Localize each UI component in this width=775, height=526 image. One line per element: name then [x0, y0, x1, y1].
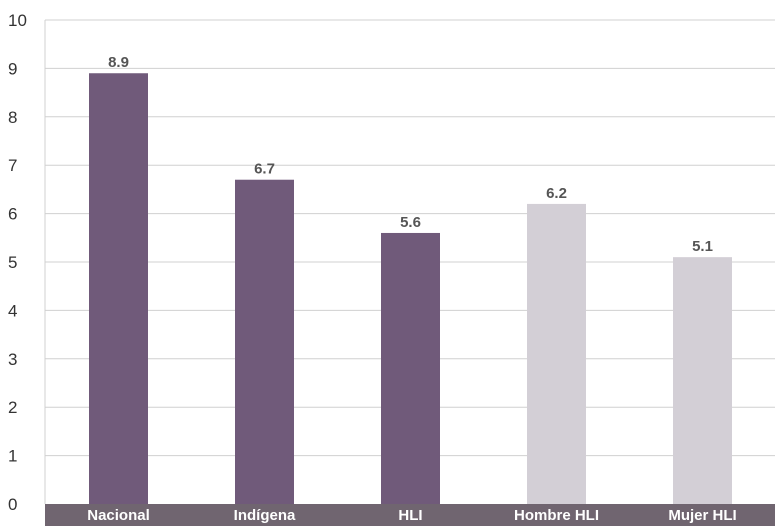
y-tick-label: 9	[8, 59, 17, 78]
y-tick-label: 2	[8, 398, 17, 417]
bars	[89, 73, 732, 505]
data-labels: 8.9 6.7 5.6 6.2 5.1	[108, 54, 713, 255]
y-tick-label: 1	[8, 447, 17, 466]
data-label: 8.9	[108, 54, 129, 71]
y-tick-label: 3	[8, 350, 17, 369]
x-axis-band-rect	[45, 504, 775, 526]
x-category-label: Indígena	[234, 507, 296, 524]
x-axis-band	[45, 504, 775, 526]
y-tick-label: 7	[8, 156, 17, 175]
bar-2	[381, 232, 440, 504]
bar-4	[673, 257, 732, 504]
data-label: 6.7	[254, 161, 275, 178]
data-label: 5.6	[400, 214, 421, 231]
y-axis-ticks: 0 1 2 3 4 5 6 7 8 9 10	[8, 11, 27, 514]
bar-1	[235, 179, 294, 504]
y-tick-label: 0	[8, 495, 17, 514]
bar-0	[89, 73, 148, 505]
data-label: 6.2	[546, 185, 567, 202]
y-tick-label: 6	[8, 205, 17, 224]
bar-3	[527, 203, 586, 505]
y-tick-label: 4	[8, 301, 17, 320]
x-category-label: Nacional	[87, 507, 150, 524]
x-category-label: Mujer HLI	[668, 507, 736, 524]
x-axis-labels: Nacional Indígena HLI Hombre HLI Mujer HLI	[87, 507, 736, 524]
y-tick-label: 10	[8, 11, 27, 30]
y-tick-label: 5	[8, 253, 17, 272]
x-category-label: HLI	[398, 507, 422, 524]
y-tick-label: 8	[8, 108, 17, 127]
data-label: 5.1	[692, 238, 713, 255]
x-category-label: Hombre HLI	[514, 507, 599, 524]
